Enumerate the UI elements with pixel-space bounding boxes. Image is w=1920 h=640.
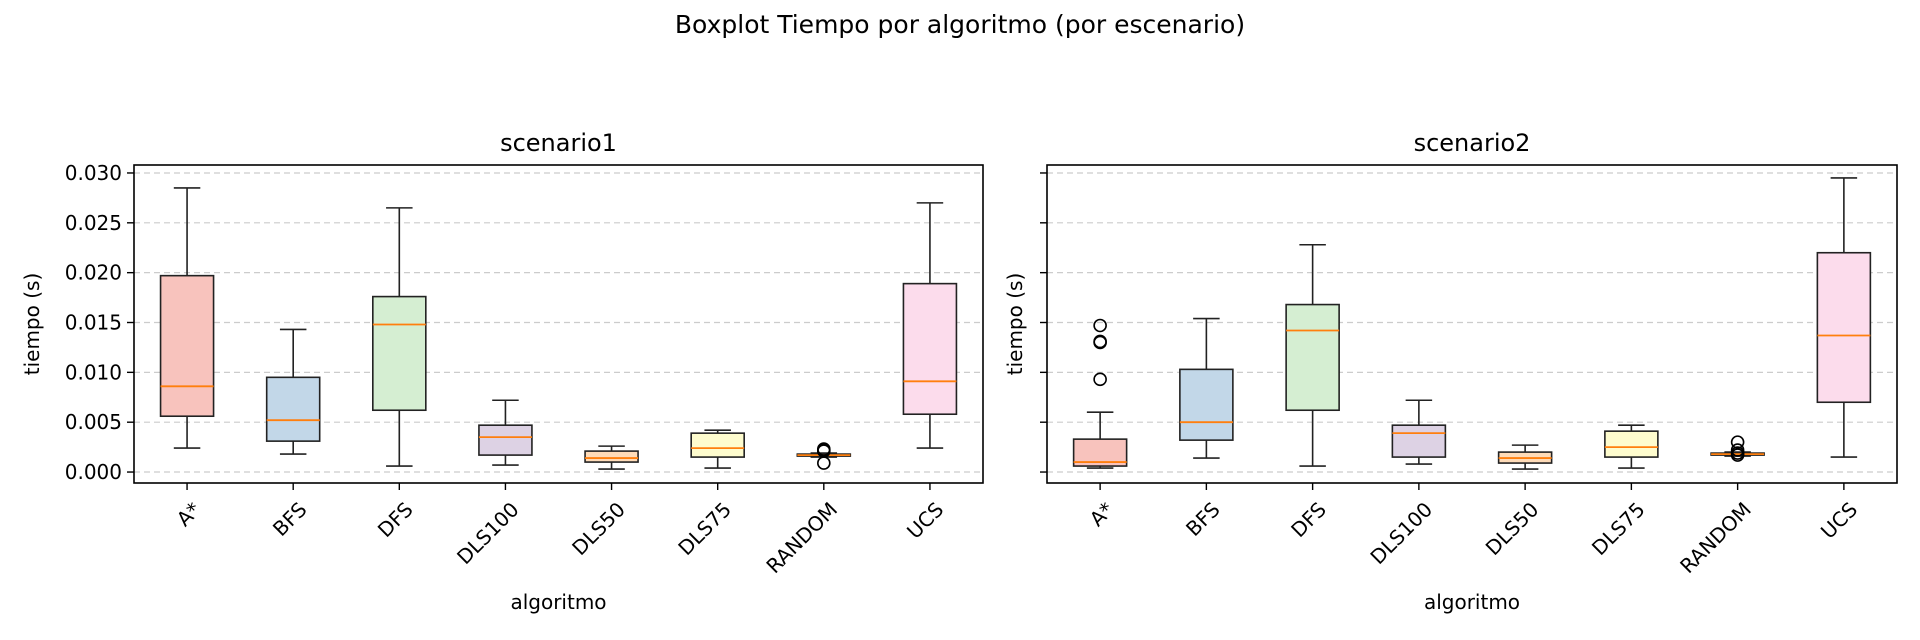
y-tick-label: 0.025 bbox=[65, 211, 122, 235]
box-BFS bbox=[1179, 317, 1234, 459]
panel-title: scenario2 bbox=[1414, 129, 1531, 157]
figure-title: Boxplot Tiempo por algoritmo (por escena… bbox=[675, 10, 1245, 39]
box-BFS bbox=[265, 328, 321, 455]
box-iqr bbox=[159, 274, 215, 418]
box-DLS50 bbox=[1497, 444, 1553, 470]
box-DFS bbox=[1285, 243, 1340, 467]
y-tick-label: 0.005 bbox=[65, 410, 122, 434]
x-tick-label: DLS75 bbox=[1587, 497, 1650, 560]
panel-title: scenario1 bbox=[500, 129, 617, 157]
x-tick-label: DLS50 bbox=[1481, 497, 1544, 560]
x-tick-label: A* bbox=[172, 497, 206, 531]
box-DLS75 bbox=[1604, 424, 1659, 469]
box-UCS bbox=[902, 202, 958, 449]
box-DLS75 bbox=[690, 429, 745, 469]
box-iqr bbox=[1391, 424, 1447, 458]
box-iqr bbox=[372, 295, 427, 412]
x-axis-label: algoritmo bbox=[510, 590, 606, 614]
x-tick-label: DFS bbox=[1286, 497, 1331, 542]
box-iqr bbox=[1285, 303, 1340, 412]
box-DLS100 bbox=[478, 399, 533, 466]
x-tick-label: A* bbox=[1085, 497, 1119, 531]
outlier-point bbox=[817, 442, 831, 456]
box-iqr bbox=[902, 282, 958, 416]
y-tick-label: 0.030 bbox=[65, 161, 122, 185]
chart-panel-1: 0.000 0.005 0.010 0.015 0.020 0.025 0.030 A* BFS… bbox=[20, 129, 984, 614]
x-tick-label: DLS100 bbox=[1365, 497, 1437, 569]
x-tick-label: UCS bbox=[902, 497, 948, 543]
box-iqr bbox=[478, 424, 533, 456]
x-tick-label: RANDOM bbox=[761, 497, 842, 578]
y-axis-label: tiempo (s) bbox=[20, 273, 44, 376]
box-iqr bbox=[1179, 368, 1234, 441]
outlier-point bbox=[817, 456, 831, 470]
outlier-point bbox=[1093, 372, 1107, 387]
chart-panel-2: A* BFS DFS DLS100 DLS50 DLS75 RANDOM UCS scenari… bbox=[1003, 129, 1898, 614]
box-RANDOM bbox=[1710, 435, 1765, 462]
box-DLS50 bbox=[584, 445, 639, 470]
box-A* bbox=[1072, 318, 1128, 469]
box-UCS bbox=[1816, 177, 1872, 458]
x-tick-label: UCS bbox=[1816, 497, 1862, 543]
box-iqr bbox=[1816, 251, 1872, 404]
outlier-point bbox=[1093, 334, 1107, 349]
box-iqr bbox=[690, 432, 745, 458]
x-tick-label: RANDOM bbox=[1675, 497, 1756, 578]
y-axis-label: tiempo (s) bbox=[1003, 273, 1027, 376]
box-RANDOM bbox=[796, 442, 852, 470]
x-tick-label: BFS bbox=[268, 497, 312, 541]
x-tick-label: DLS50 bbox=[567, 497, 630, 560]
outlier-point bbox=[1730, 443, 1745, 457]
x-tick-label: DLS100 bbox=[452, 497, 524, 569]
x-tick-label: DFS bbox=[373, 497, 418, 542]
box-DLS100 bbox=[1391, 399, 1447, 465]
outlier-point bbox=[1730, 435, 1745, 449]
y-tick-label: 0.010 bbox=[65, 360, 122, 384]
box-iqr bbox=[265, 376, 321, 442]
plot-frame bbox=[133, 164, 984, 484]
outlier-point bbox=[1093, 318, 1107, 333]
box-iqr bbox=[584, 450, 639, 463]
y-tick-label: 0.015 bbox=[65, 311, 122, 335]
y-tick-label: 0.000 bbox=[65, 460, 122, 484]
x-tick-label: DLS75 bbox=[673, 497, 736, 560]
box-A* bbox=[159, 187, 215, 449]
x-tick-label: BFS bbox=[1181, 497, 1225, 541]
x-axis-label: algoritmo bbox=[1424, 590, 1520, 614]
box-iqr bbox=[1604, 430, 1659, 458]
box-DFS bbox=[372, 207, 427, 467]
plot-frame bbox=[1046, 164, 1898, 484]
y-tick-label: 0.020 bbox=[65, 261, 122, 285]
